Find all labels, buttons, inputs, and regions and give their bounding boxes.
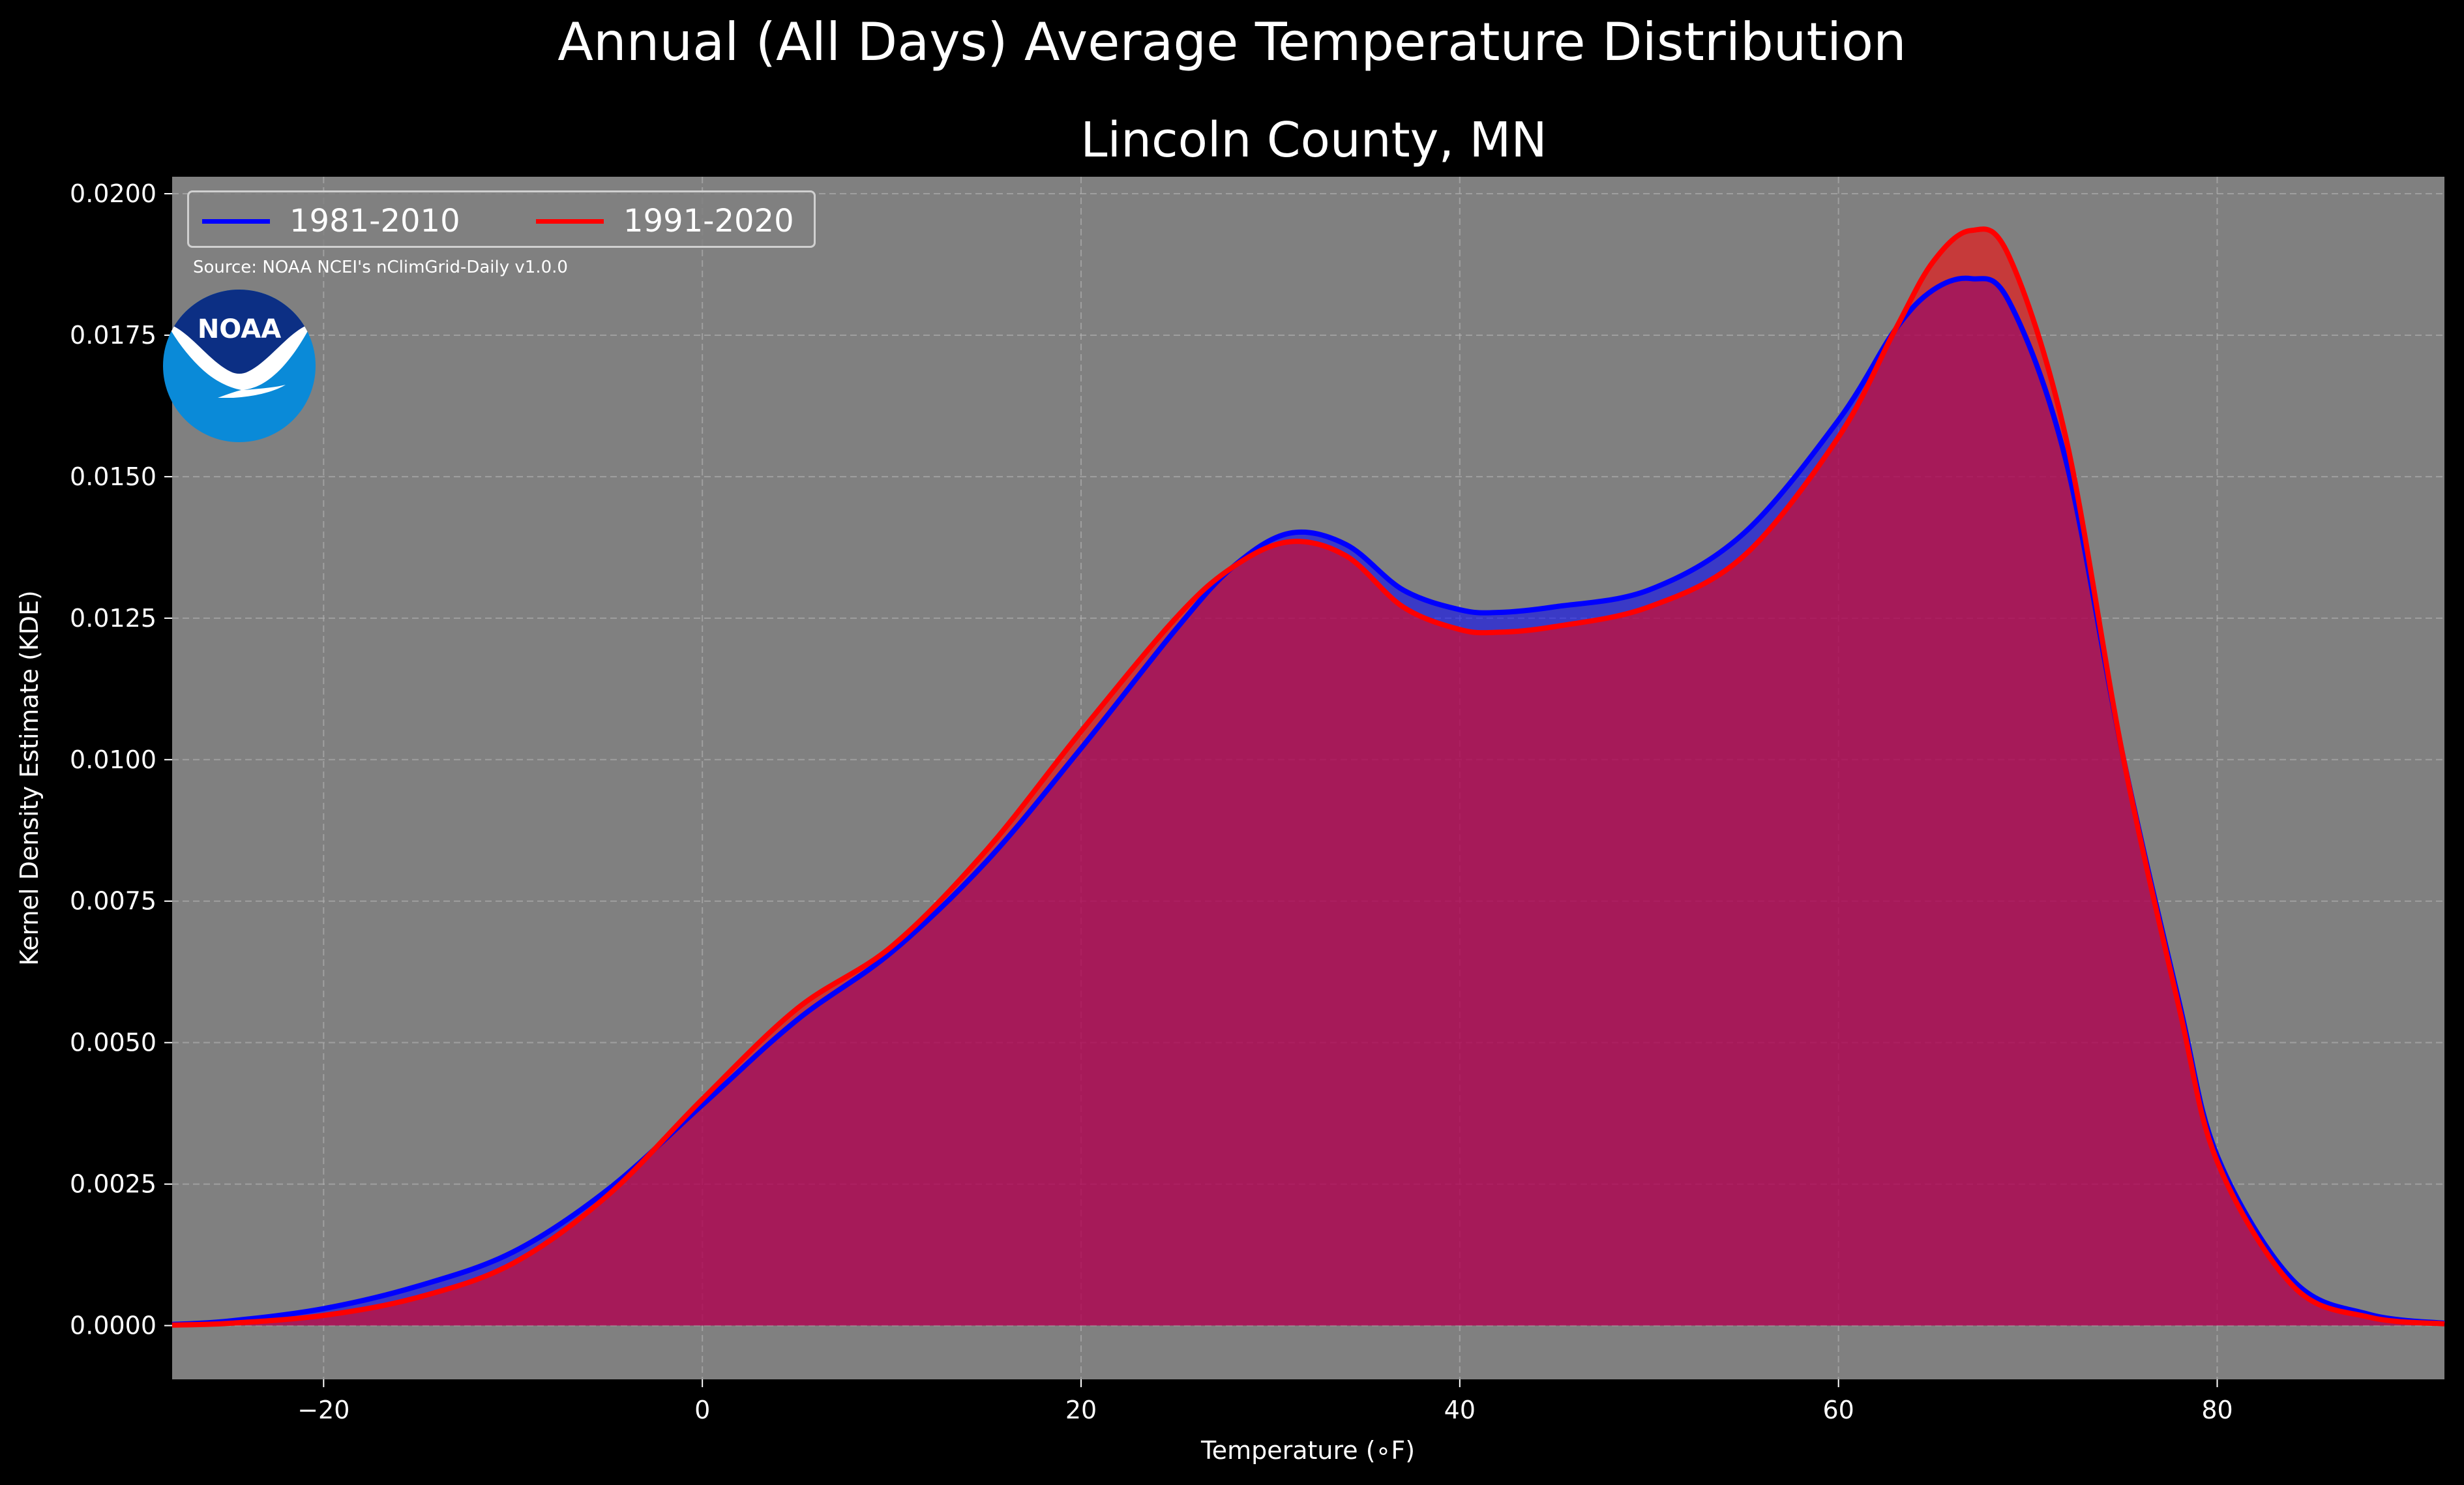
noaa-logo-icon: NOAA: [163, 290, 316, 442]
y-tick-label: 0.0075: [70, 887, 156, 916]
y-tick-label: 0.0200: [70, 179, 156, 208]
x-tick-label: 0: [694, 1396, 710, 1424]
noaa-logo-text: NOAA: [198, 314, 281, 344]
series-line-1991-2020: [171, 226, 2445, 1328]
y-axis-label: Kernel Density Estimate (KDE): [15, 590, 44, 966]
y-tick-label: 0.0125: [70, 604, 156, 633]
legend-entry-1991-2020: 1991-2020: [536, 203, 794, 239]
density-lines: [171, 226, 2445, 1328]
y-tick-label: 0.0175: [70, 321, 156, 350]
x-tick-label: 80: [2201, 1396, 2233, 1424]
legend-swatch-red: [536, 218, 604, 224]
x-axis-label: Temperature (∘F): [1200, 1436, 1415, 1465]
legend-label-1981-2010: 1981-2010: [289, 203, 460, 239]
legend-swatch-blue: [202, 218, 270, 224]
x-tick-label: 60: [1822, 1396, 1854, 1424]
y-tick-label: 0.0150: [70, 462, 156, 491]
y-tick-label: 0.0000: [70, 1312, 156, 1340]
x-tick-label: −20: [297, 1396, 349, 1424]
axes: −20 0 20 40 60 80 0.0000 0.0025 0.0050 0.0075 0.01…: [70, 179, 2233, 1424]
x-tick-label: 40: [1444, 1396, 1476, 1424]
x-tick-label: 20: [1065, 1396, 1097, 1424]
legend-entry-1981-2010: 1981-2010: [202, 203, 460, 239]
chart-title: Annual (All Days) Average Temperature Di…: [557, 12, 1907, 72]
chart-subtitle: Lincoln County, MN: [1080, 112, 1547, 168]
source-note: Source: NOAA NCEI's nClimGrid-Daily v1.0…: [193, 258, 568, 277]
y-tick-label: 0.0025: [70, 1170, 156, 1199]
series-fill-1991-2020: [172, 229, 2444, 1326]
density-fills: [172, 229, 2444, 1326]
legend-label-1991-2020: 1991-2020: [623, 203, 794, 239]
legend: 1981-2010 1991-2020: [187, 190, 816, 248]
y-tick-label: 0.0050: [70, 1028, 156, 1057]
y-tick-label: 0.0100: [70, 745, 156, 774]
